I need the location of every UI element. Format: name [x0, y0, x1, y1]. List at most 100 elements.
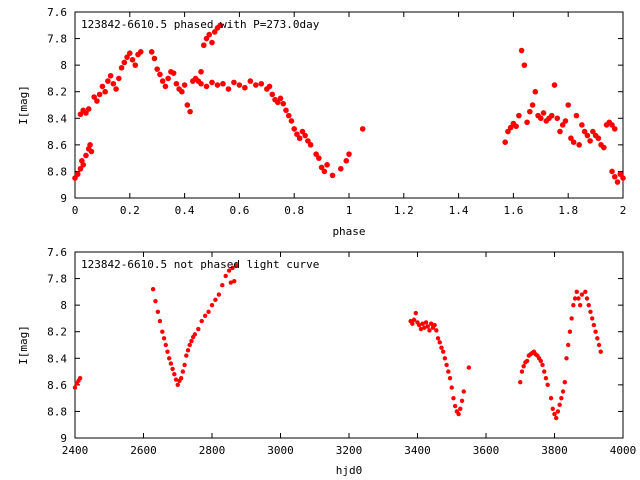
data-point	[209, 302, 215, 308]
x-axis-label: phase	[332, 225, 365, 238]
data-point	[163, 342, 168, 348]
y-tick-label: 8.2	[47, 86, 67, 99]
data-point	[162, 83, 169, 90]
data-point	[216, 292, 222, 297]
data-point	[184, 102, 191, 108]
y-tick-label: 8.6	[47, 379, 67, 392]
data-point	[551, 82, 558, 88]
data-point	[129, 57, 136, 63]
data-point	[223, 273, 228, 279]
data-point	[88, 148, 95, 155]
data-point	[181, 82, 188, 88]
data-point	[189, 338, 194, 344]
data-point	[277, 95, 284, 102]
data-point	[157, 318, 163, 324]
data-point	[552, 411, 557, 417]
data-point	[595, 336, 600, 341]
data-point	[425, 324, 430, 329]
data-point	[595, 135, 602, 142]
data-point	[307, 142, 314, 148]
data-point	[105, 78, 111, 84]
data-point	[230, 265, 235, 271]
data-point	[302, 132, 308, 139]
y-axis-label: I[mag]	[17, 325, 30, 365]
data-point	[444, 362, 449, 368]
data-point	[456, 411, 461, 417]
data-point	[337, 165, 344, 172]
x-tick-label: 0	[72, 204, 79, 217]
data-point	[459, 398, 465, 403]
data-point	[427, 328, 432, 333]
data-point	[611, 173, 618, 180]
y-tick-label: 7.6	[47, 6, 67, 19]
data-point	[233, 263, 239, 268]
data-point	[576, 142, 582, 148]
data-point	[458, 406, 463, 411]
data-point	[202, 313, 208, 318]
data-point	[576, 296, 581, 301]
data-point	[253, 82, 259, 88]
data-point	[446, 369, 451, 374]
x-tick-label: 3400	[404, 444, 431, 457]
data-point	[588, 309, 593, 314]
data-points	[72, 22, 626, 185]
data-point	[554, 415, 559, 421]
data-point	[83, 152, 89, 159]
data-point	[291, 126, 298, 132]
data-point	[116, 75, 122, 82]
data-point	[206, 309, 211, 314]
data-point	[620, 175, 626, 181]
data-point	[316, 155, 322, 161]
x-tick-label: 4000	[610, 444, 637, 457]
data-point	[220, 283, 225, 288]
data-point	[559, 122, 566, 128]
data-point	[77, 376, 83, 381]
data-point	[529, 102, 536, 108]
data-point	[132, 62, 139, 68]
tick-marks	[74, 251, 624, 439]
x-tick-label: 0.6	[229, 204, 249, 217]
data-point	[72, 385, 78, 390]
data-point	[540, 362, 545, 368]
data-point	[567, 329, 573, 334]
data-point	[209, 39, 215, 46]
chart-title: 123842-6610.5 not phased light curve	[81, 258, 319, 271]
data-point	[77, 111, 84, 118]
x-tick-label: 0.4	[175, 204, 195, 217]
data-point	[410, 321, 415, 326]
x-tick-label: 2600	[130, 444, 157, 457]
data-point	[432, 322, 437, 328]
data-point	[566, 342, 571, 348]
data-point	[609, 122, 615, 128]
data-point	[513, 123, 519, 130]
data-point	[579, 292, 585, 297]
data-point	[157, 71, 163, 78]
data-point	[611, 126, 618, 132]
data-point	[538, 115, 544, 122]
data-point	[524, 358, 530, 364]
x-tick-label: 1.4	[449, 204, 469, 217]
data-point	[113, 86, 119, 92]
data-point	[542, 369, 547, 374]
data-point	[572, 296, 578, 301]
data-point	[299, 128, 306, 135]
x-tick-label: 3800	[541, 444, 568, 457]
x-tick-label: 1.6	[503, 204, 523, 217]
data-point	[581, 128, 588, 135]
data-point	[137, 49, 144, 55]
data-point	[466, 365, 472, 370]
data-point	[318, 164, 325, 171]
data-point	[435, 336, 441, 341]
data-point	[305, 138, 311, 144]
data-point	[184, 353, 189, 358]
data-point	[165, 75, 171, 82]
data-point	[411, 317, 417, 322]
data-point	[587, 138, 593, 144]
data-point	[596, 342, 602, 348]
data-point	[258, 80, 265, 87]
data-point	[451, 395, 456, 401]
data-point	[280, 100, 287, 107]
data-point	[321, 168, 328, 175]
data-point	[121, 59, 128, 66]
